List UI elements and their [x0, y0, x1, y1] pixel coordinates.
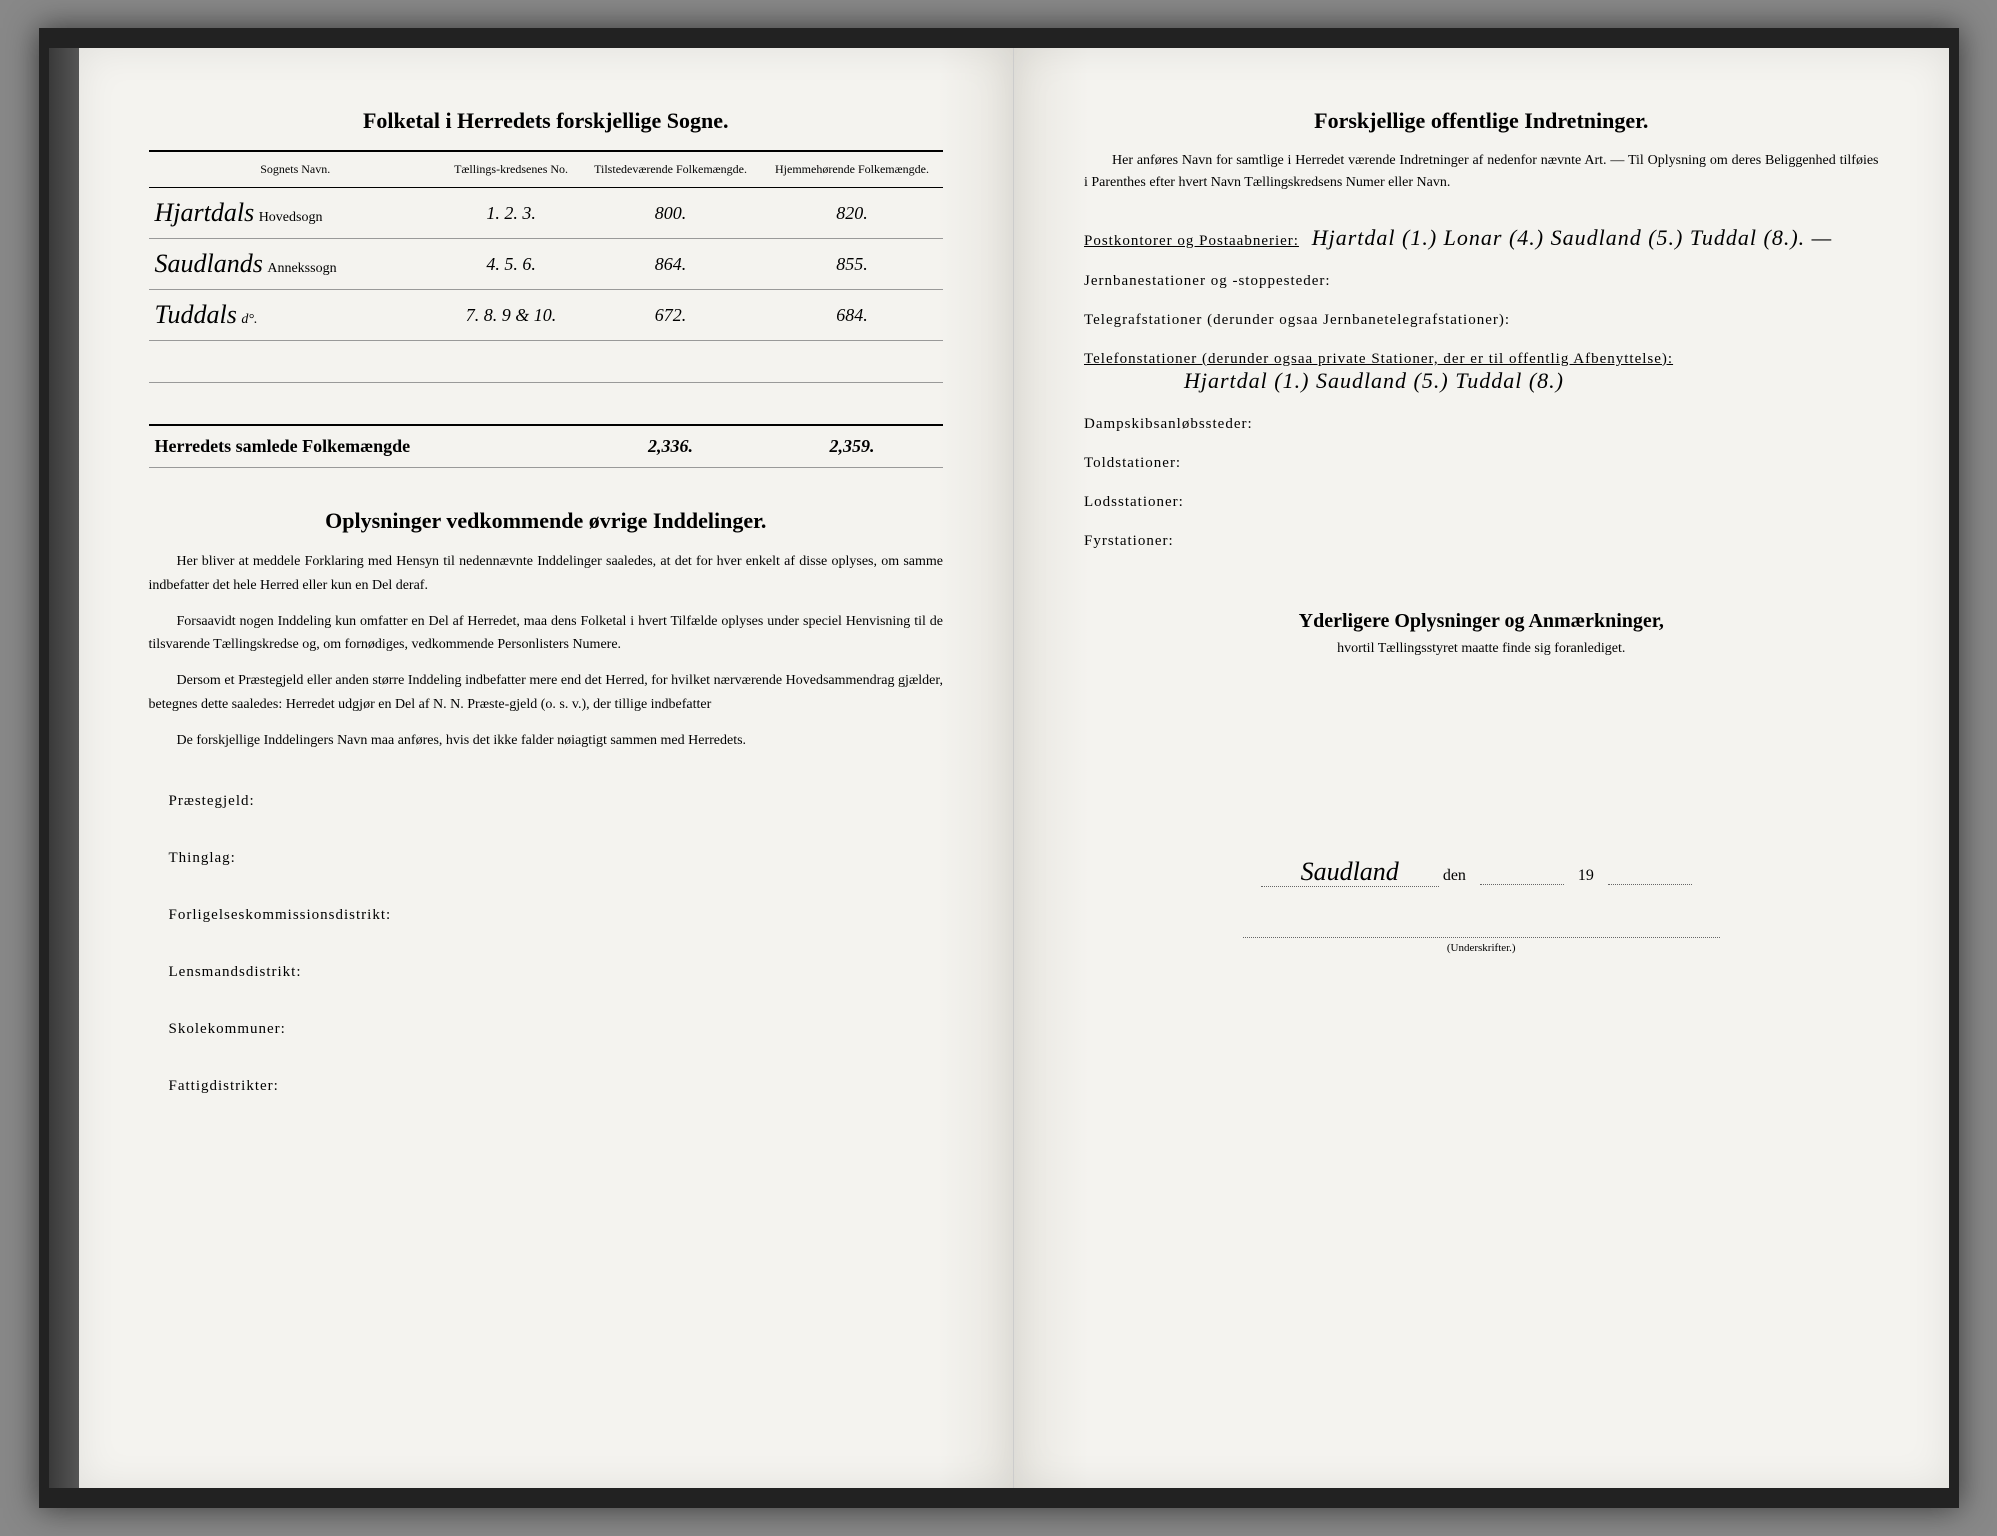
para2: Forsaavidt nogen Inddeling kun omfatter … — [149, 610, 944, 658]
para3: Dersom et Præstegjeld eller anden større… — [149, 669, 944, 717]
cell-hjemme: 684. — [761, 290, 943, 341]
total-tilstede: 2,336. — [580, 425, 761, 468]
label-fattig: Fattigdistrikter: — [169, 1078, 944, 1095]
cell-tilstede: 864. — [580, 239, 761, 290]
cell-name: Saudlands Annekssogn — [149, 239, 442, 290]
underskrift-block: (Underskrifter.) — [1084, 937, 1879, 954]
label-thinglag: Thinglag: — [169, 850, 944, 867]
col-hjemme: Hjemmehørende Folkemængde. — [761, 151, 943, 188]
entry-telefon: Telefonstationer (derunder ogsaa private… — [1084, 351, 1879, 394]
para1: Her bliver at meddele Forklaring med Hen… — [149, 550, 944, 598]
cell-tilstede: 672. — [580, 290, 761, 341]
table-row-empty — [149, 341, 944, 383]
right-page: Forskjellige offentlige Indretninger. He… — [1014, 48, 1949, 1488]
table-total-row: Herredets samlede Folkemængde 2,336. 2,3… — [149, 425, 944, 468]
label-skole: Skolekommuner: — [169, 1021, 944, 1038]
entry-telegraf: Telegrafstationer (derunder ogsaa Jernba… — [1084, 312, 1879, 329]
col-kreds: Tællings-kredsenes No. — [442, 151, 580, 188]
left-title: Folketal i Herredets forskjellige Sogne. — [149, 108, 944, 134]
table-row: Hjartdals Hovedsogn 1. 2. 3. 800. 820. — [149, 188, 944, 239]
label-lensmand: Lensmandsdistrikt: — [169, 964, 944, 981]
entry-post: Postkontorer og Postaabnerier: Hjartdal … — [1084, 225, 1879, 251]
cell-name: Tuddals d°. — [149, 290, 442, 341]
section2-title: Oplysninger vedkommende øvrige Inddeling… — [149, 508, 944, 534]
entry-dampskib: Dampskibsanløbssteder: — [1084, 416, 1879, 433]
sig-den: den — [1443, 867, 1466, 884]
cell-hjemme: 820. — [761, 188, 943, 239]
entry-told: Toldstationer: — [1084, 455, 1879, 472]
right-title: Forskjellige offentlige Indretninger. — [1084, 108, 1879, 134]
underskrift-label: (Underskrifter.) — [1447, 942, 1516, 954]
underskrift-line — [1243, 937, 1720, 938]
label-forligelse: Forligelseskommissionsdistrikt: — [169, 907, 944, 924]
entry-fyr: Fyrstationer: — [1084, 533, 1879, 550]
table-row: Tuddals d°. 7. 8. 9 & 10. 672. 684. — [149, 290, 944, 341]
entry-jernbane: Jernbanestationer og -stoppesteder: — [1084, 273, 1879, 290]
cell-kreds: 7. 8. 9 & 10. — [442, 290, 580, 341]
total-label: Herredets samlede Folkemængde — [149, 425, 442, 468]
col-tilstede: Tilstedeværende Folkemængde. — [580, 151, 761, 188]
census-table: Sognets Navn. Tællings-kredsenes No. Til… — [149, 150, 944, 468]
right-intro: Her anføres Navn for samtlige i Herredet… — [1084, 150, 1879, 195]
sig-year-blank — [1608, 867, 1692, 885]
book-spread: Folketal i Herredets forskjellige Sogne.… — [39, 28, 1959, 1508]
table-row-empty — [149, 383, 944, 426]
total-hjemme: 2,359. — [761, 425, 943, 468]
table-header-row: Sognets Navn. Tællings-kredsenes No. Til… — [149, 151, 944, 188]
sig-date — [1480, 867, 1564, 885]
cell-kreds: 4. 5. 6. — [442, 239, 580, 290]
cell-hjemme: 855. — [761, 239, 943, 290]
entry-lods: Lodsstationer: — [1084, 494, 1879, 511]
sub-title: Yderligere Oplysninger og Anmærkninger, — [1084, 610, 1879, 633]
col-sogn: Sognets Navn. — [149, 151, 442, 188]
sig-place: Saudland — [1261, 857, 1439, 887]
sig-year: 19 — [1578, 867, 1594, 884]
sub-caption: hvortil Tællingsstyret maatte finde sig … — [1084, 641, 1879, 657]
label-praestegjeld: Præstegjeld: — [169, 793, 944, 810]
left-page: Folketal i Herredets forskjellige Sogne.… — [79, 48, 1015, 1488]
signature-line: Saudland den 19 — [1084, 857, 1879, 887]
para4: De forskjellige Inddelingers Navn maa an… — [149, 729, 944, 753]
cell-name: Hjartdals Hovedsogn — [149, 188, 442, 239]
cell-kreds: 1. 2. 3. — [442, 188, 580, 239]
table-row: Saudlands Annekssogn 4. 5. 6. 864. 855. — [149, 239, 944, 290]
cell-tilstede: 800. — [580, 188, 761, 239]
book-spine — [49, 48, 79, 1488]
